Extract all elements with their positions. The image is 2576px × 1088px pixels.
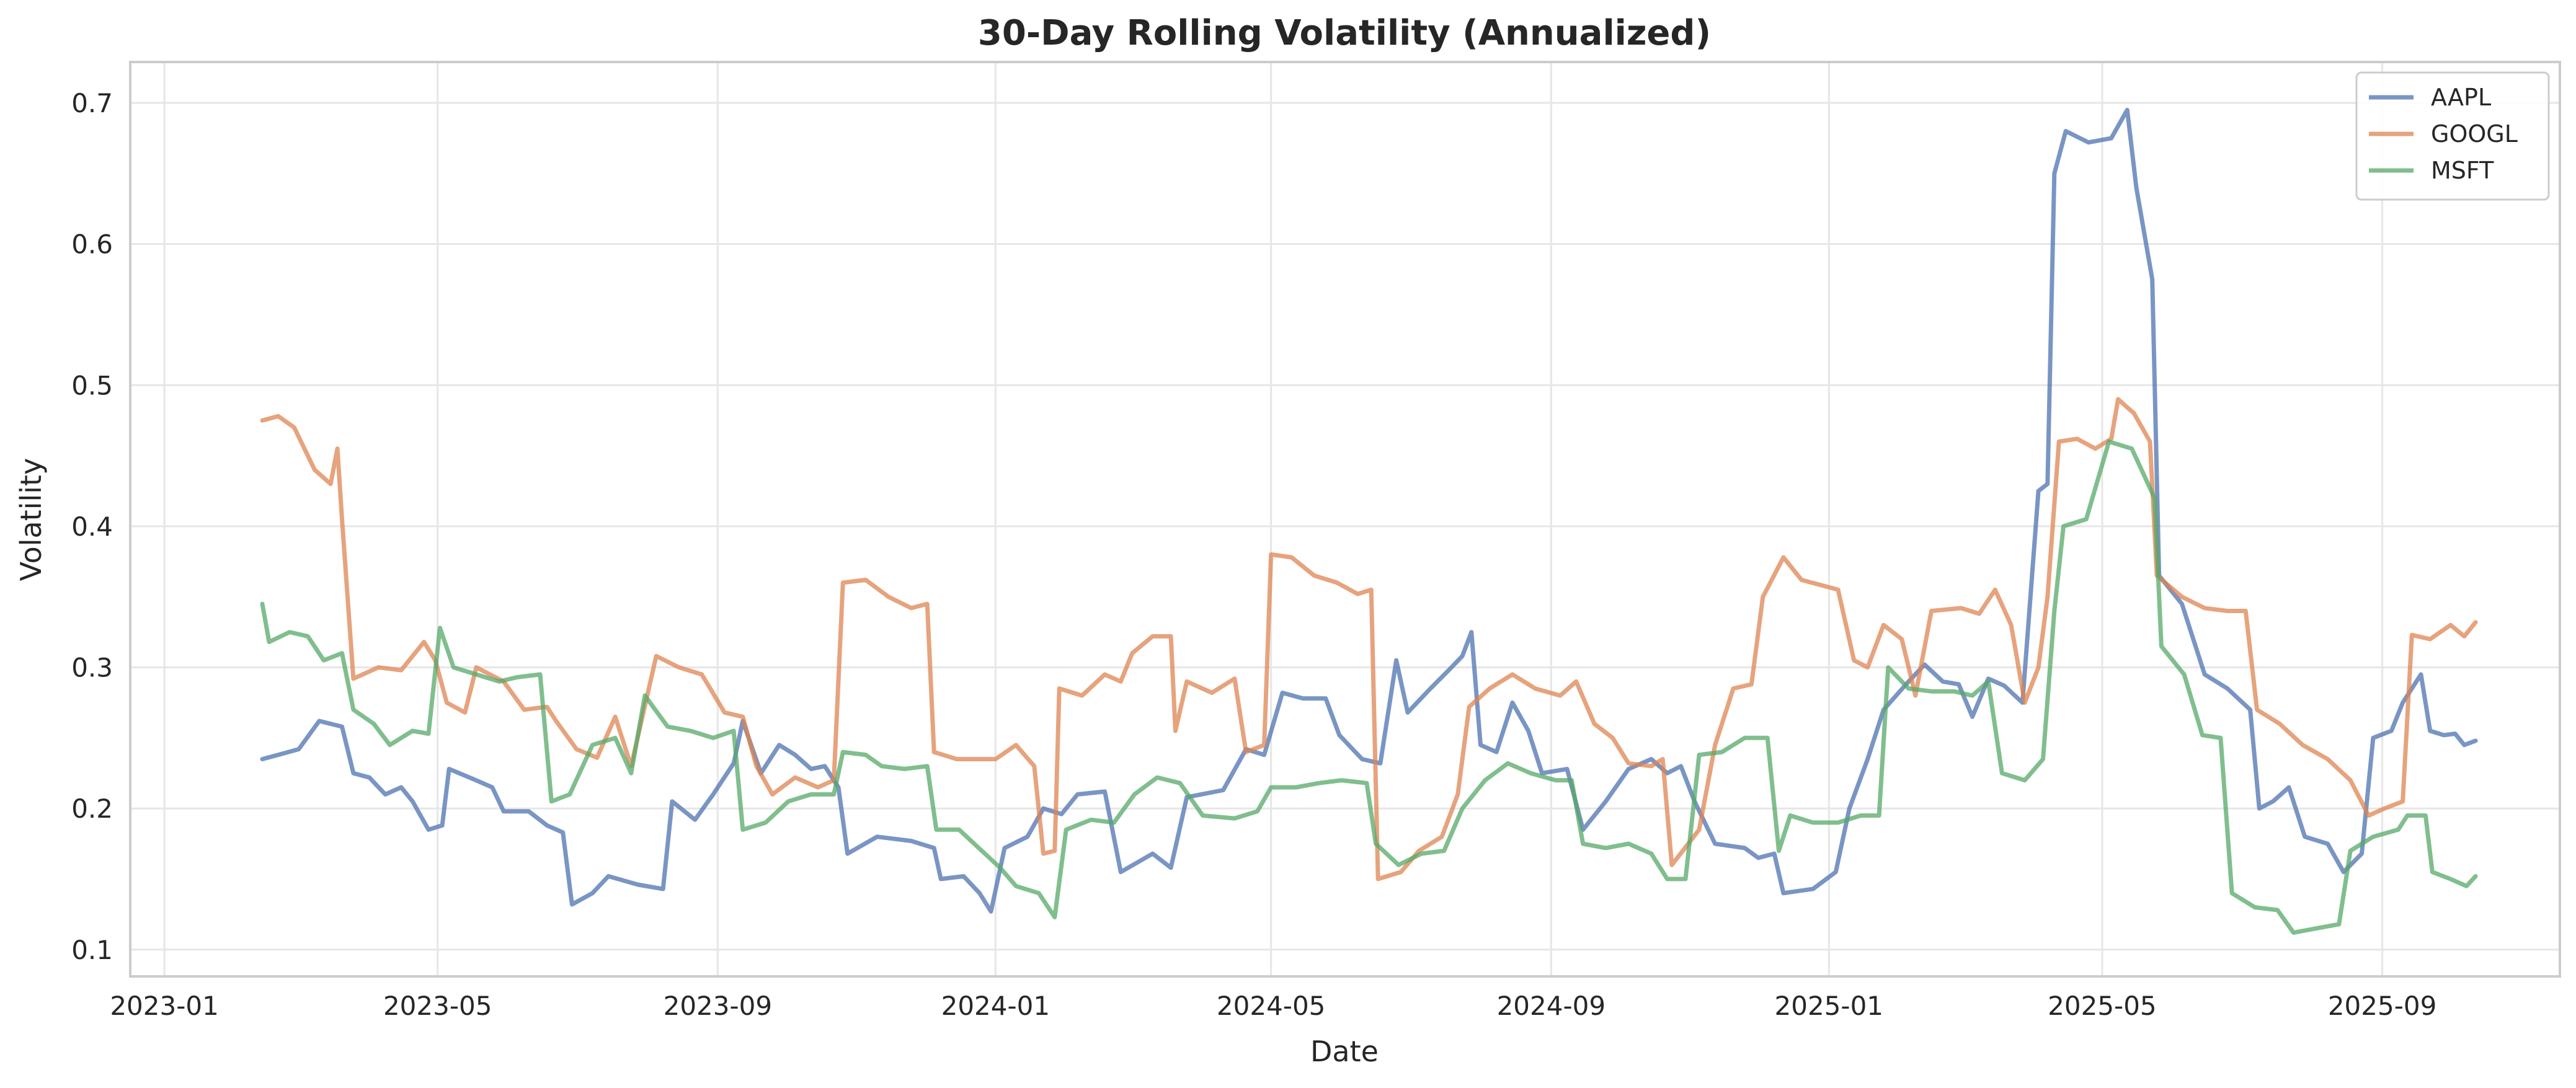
y-tick-label: 0.6 (71, 229, 113, 260)
legend-label-googl: GOOGL (2431, 120, 2518, 148)
legend-label-aapl: AAPL (2431, 84, 2491, 111)
plot-area (130, 62, 2560, 976)
x-tick-label: 2024-05 (1217, 991, 1326, 1021)
y-tick-label: 0.4 (71, 511, 113, 542)
series-line-googl (260, 397, 2478, 882)
y-tick-label: 0.7 (71, 88, 113, 118)
x-tick-label: 2023-09 (664, 991, 773, 1021)
y-tick-label: 0.2 (71, 794, 113, 824)
legend-box (2355, 71, 2550, 201)
series-line-aapl (260, 107, 2478, 914)
x-tick-label: 2025-01 (1775, 991, 1884, 1021)
legend-label-msft: MSFT (2431, 157, 2494, 184)
y-tick-label: 0.5 (71, 370, 113, 400)
y-ticks: 0.1 0.2 0.3 0.4 0.5 0.6 0.7 (71, 88, 113, 965)
series-lines (260, 107, 2478, 935)
x-tick-label: 2024-01 (941, 991, 1050, 1021)
plot-frame (129, 61, 2561, 978)
x-tick-label: 2023-01 (110, 991, 219, 1021)
x-tick-label: 2024-09 (1497, 991, 1606, 1021)
x-tick-label: 2025-05 (2048, 991, 2157, 1021)
x-ticks: 2023-01 2023-05 2023-09 2024-01 2024-05 2024-… (110, 991, 2436, 1021)
y-tick-label: 0.1 (71, 935, 113, 965)
y-axis-label: Volatility (14, 458, 48, 582)
series-line-msft (260, 439, 2478, 935)
gridlines (130, 62, 2560, 976)
x-axis-label: Date (1310, 1035, 1379, 1068)
chart-title: 30-Day Rolling Volatility (Annualized) (978, 13, 1711, 53)
y-tick-label: 0.3 (71, 653, 113, 683)
x-tick-label: 2023-05 (383, 991, 492, 1021)
legend: AAPL GOOGL MSFT (2355, 71, 2550, 201)
x-tick-label: 2025-09 (2328, 991, 2437, 1021)
